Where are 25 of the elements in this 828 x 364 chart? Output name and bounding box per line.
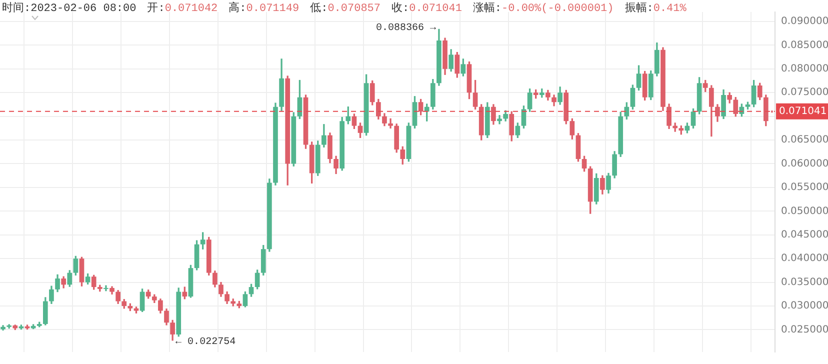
annotation: 涨幅:-0.00%(-0.000001) — [472, 3, 614, 15]
y-tick-label: 0.060000 — [781, 158, 828, 170]
ref-line-label: 0.071041 — [779, 106, 827, 117]
annotation: 高:0.071149 — [228, 3, 300, 15]
y-tick-label: 0.085000 — [781, 40, 828, 51]
y-tick-label: 0.065000 — [781, 134, 828, 146]
y-tick-label: 0.025000 — [781, 324, 828, 336]
y-tick-label: 0.075000 — [781, 87, 828, 98]
annotation: ← 0.022754 — [176, 337, 236, 348]
annotation: 收:0.071041 — [392, 3, 462, 15]
y-tick-label: 0.055000 — [781, 182, 828, 194]
annotation: 开:0.071042 — [147, 3, 218, 15]
y-tick-label: 0.040000 — [781, 253, 828, 264]
candlestick — [388, 118, 393, 129]
y-tick-label: 0.030000 — [781, 300, 828, 312]
annotation: 0.088366 → — [376, 22, 436, 34]
annotation: 低:0.070857 — [310, 3, 380, 15]
y-tick-label: 0.050000 — [781, 206, 828, 217]
y-tick-label: 0.080000 — [781, 64, 828, 74]
y-tick-label: 0.090000 — [781, 16, 828, 28]
annotation: 时间:2023-02-06 08:00 — [2, 3, 136, 15]
y-tick-label: 0.035000 — [781, 276, 828, 288]
annotation: 振幅:0.41% — [624, 3, 686, 15]
y-tick-label: 0.045000 — [781, 229, 828, 240]
candlestick — [104, 285, 108, 292]
